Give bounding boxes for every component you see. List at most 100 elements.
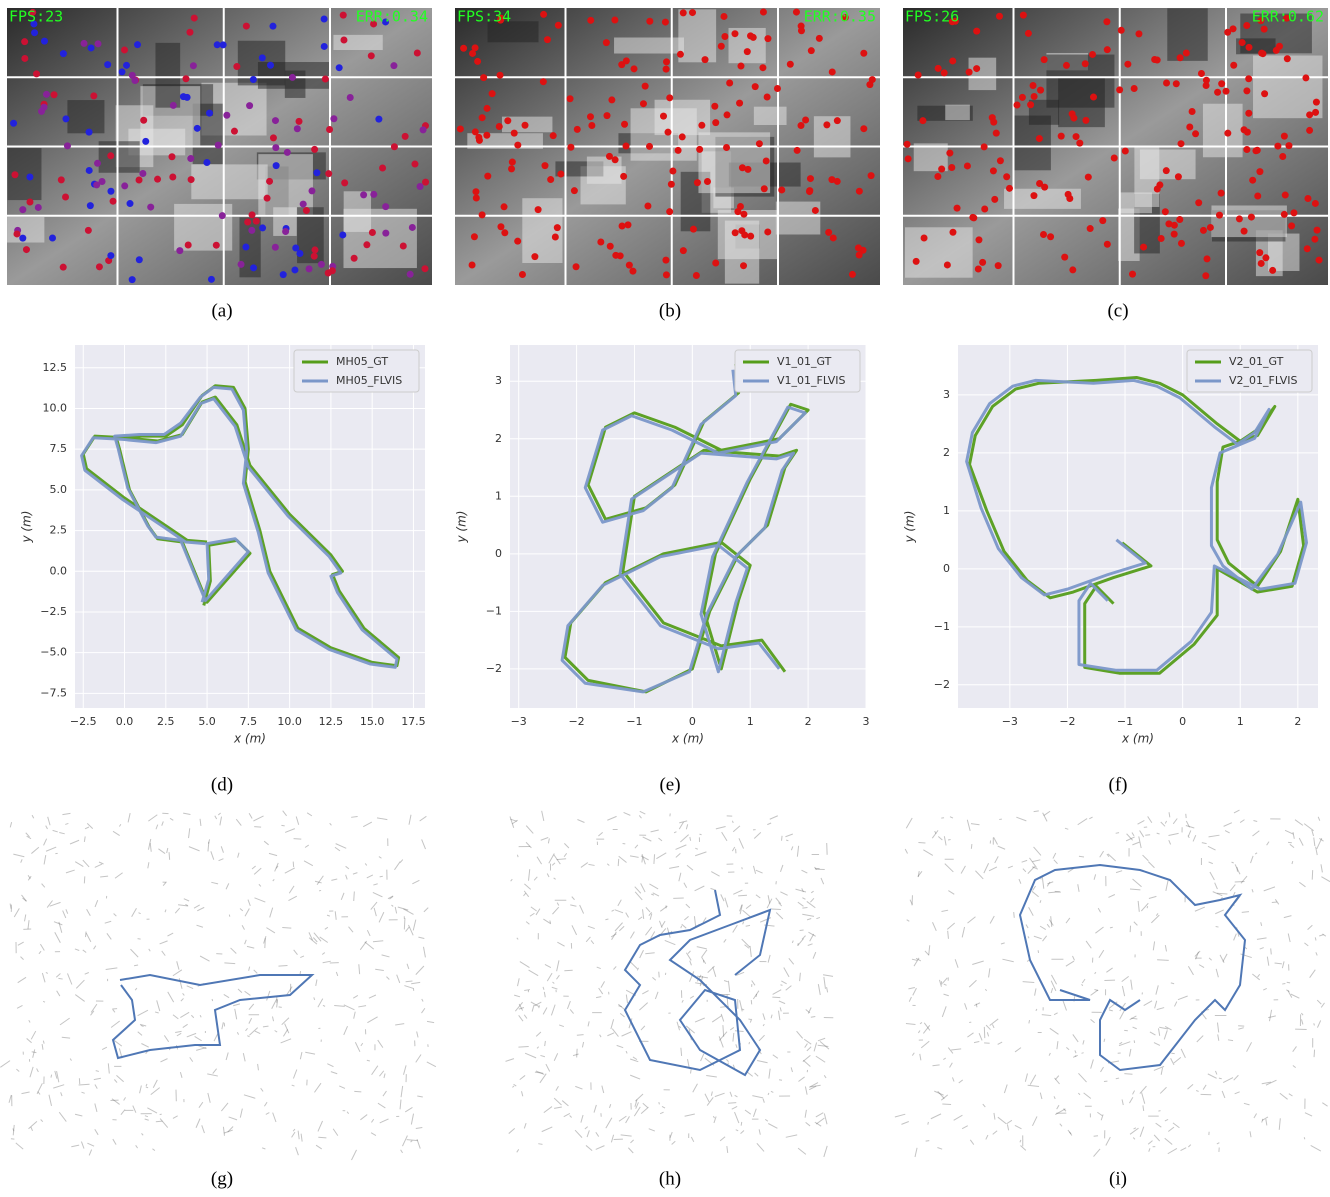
map-point <box>1097 1112 1102 1116</box>
feature-point <box>1230 25 1237 32</box>
feature-point <box>540 78 547 85</box>
feature-point <box>41 38 48 45</box>
feature-point <box>390 62 397 69</box>
feature-point <box>680 9 687 16</box>
feature-point <box>1202 272 1209 279</box>
feature-point <box>905 155 912 162</box>
feature-point <box>806 188 813 195</box>
feature-point <box>1175 173 1182 180</box>
feature-point <box>712 259 719 266</box>
feature-point <box>834 117 841 124</box>
map-point <box>94 946 96 950</box>
map-point <box>404 1065 407 1074</box>
feature-point <box>1176 216 1183 223</box>
map-point <box>802 936 806 940</box>
feature-point <box>21 55 28 62</box>
map-point <box>517 938 518 940</box>
map-point <box>1094 1136 1098 1137</box>
map-point <box>686 824 687 829</box>
feature-point <box>1306 127 1313 134</box>
y-tick-label: −5.0 <box>40 646 67 659</box>
feature-point <box>127 200 134 207</box>
map-point <box>969 980 976 987</box>
map-point <box>351 1150 356 1160</box>
feature-point <box>140 117 147 124</box>
map-point <box>147 1108 157 1113</box>
x-tick-label: 15.0 <box>360 715 385 728</box>
map-point <box>1263 988 1266 990</box>
map-point <box>918 842 925 843</box>
map-point <box>294 950 298 955</box>
map-point <box>803 1055 811 1061</box>
feature-point <box>1135 30 1142 37</box>
map-point <box>398 907 408 910</box>
map-point <box>180 1072 182 1078</box>
feature-point <box>107 252 114 259</box>
map-point <box>976 1004 977 1008</box>
map-point <box>807 1047 811 1051</box>
map-point <box>1138 901 1139 912</box>
map-point <box>200 956 209 961</box>
feature-point <box>291 266 298 273</box>
y-tick-label: −2 <box>486 662 502 675</box>
map-point <box>292 1085 295 1086</box>
map-point <box>1040 1093 1042 1099</box>
map-point <box>1275 963 1282 964</box>
map-point <box>1094 1149 1101 1157</box>
feature-point <box>1243 87 1250 94</box>
map-point <box>598 832 602 836</box>
map-point <box>557 942 564 946</box>
map-point <box>289 886 294 893</box>
map-point <box>219 859 224 861</box>
map-point <box>40 944 44 950</box>
feature-point <box>284 149 291 156</box>
map-point <box>175 1031 181 1032</box>
feature-point <box>612 156 619 163</box>
feature-point <box>1189 108 1196 115</box>
map-point <box>358 1006 366 1007</box>
map-point <box>944 836 946 845</box>
map-point <box>28 920 29 929</box>
feature-point <box>1258 50 1265 57</box>
map-point <box>1110 927 1113 928</box>
map-point <box>811 891 813 893</box>
feature-point <box>497 72 504 79</box>
map-point <box>754 832 761 838</box>
feature-point <box>642 83 649 90</box>
map-point <box>371 1133 376 1136</box>
map-point <box>259 884 261 886</box>
map-point <box>212 999 213 1001</box>
map-point <box>606 1118 612 1128</box>
feature-point <box>663 271 670 278</box>
map-point <box>950 1063 953 1068</box>
feature-point <box>1261 26 1268 33</box>
map-point <box>249 1018 252 1023</box>
feature-point <box>718 43 725 50</box>
map-point <box>615 923 623 931</box>
map-point <box>763 1013 765 1019</box>
map-point <box>1148 862 1154 868</box>
feature-point <box>238 261 245 268</box>
feature-point <box>1304 195 1311 202</box>
map-point <box>770 816 778 820</box>
x-tick-label: 7.5 <box>240 715 258 728</box>
scene-patch <box>969 58 997 90</box>
map-point <box>1091 1059 1094 1068</box>
feature-point <box>849 271 856 278</box>
map-point <box>618 859 619 866</box>
map-point <box>549 853 555 863</box>
map-point <box>1216 926 1219 927</box>
feature-point <box>1073 133 1080 140</box>
map-point <box>1188 836 1189 838</box>
map-point <box>145 1116 148 1117</box>
map-point <box>711 1092 712 1096</box>
map-point <box>545 1041 546 1046</box>
feature-point <box>1249 177 1256 184</box>
feature-point <box>690 226 697 233</box>
x-tick-label: 5.0 <box>198 715 216 728</box>
map-point <box>379 912 384 922</box>
feature-point <box>417 183 424 190</box>
feature-point <box>794 147 801 154</box>
map-point <box>282 1018 289 1025</box>
feature-point <box>188 176 195 183</box>
